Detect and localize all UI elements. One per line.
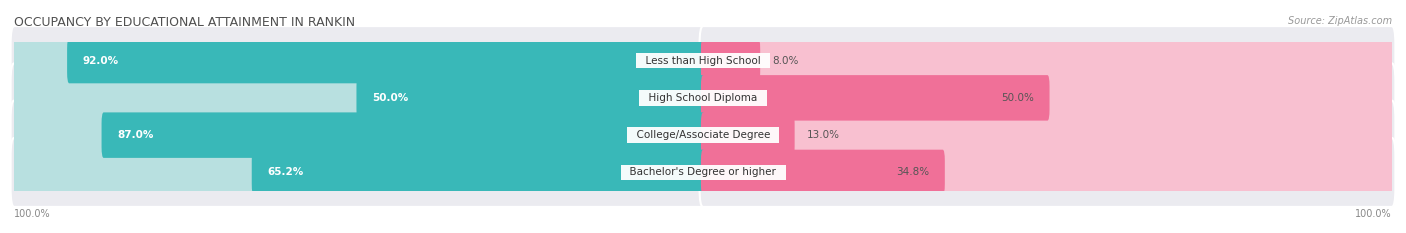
FancyBboxPatch shape	[13, 38, 704, 83]
Text: 13.0%: 13.0%	[807, 130, 839, 140]
FancyBboxPatch shape	[13, 150, 704, 195]
FancyBboxPatch shape	[700, 138, 1395, 207]
Text: 87.0%: 87.0%	[117, 130, 153, 140]
FancyBboxPatch shape	[11, 101, 706, 170]
FancyBboxPatch shape	[702, 75, 1049, 121]
Text: 100.0%: 100.0%	[1355, 209, 1392, 219]
Text: 92.0%: 92.0%	[83, 56, 120, 65]
FancyBboxPatch shape	[702, 75, 1393, 121]
FancyBboxPatch shape	[700, 63, 1395, 132]
FancyBboxPatch shape	[67, 38, 704, 83]
FancyBboxPatch shape	[702, 112, 794, 158]
Text: OCCUPANCY BY EDUCATIONAL ATTAINMENT IN RANKIN: OCCUPANCY BY EDUCATIONAL ATTAINMENT IN R…	[14, 16, 356, 29]
Text: 50.0%: 50.0%	[373, 93, 409, 103]
FancyBboxPatch shape	[700, 101, 1395, 170]
FancyBboxPatch shape	[252, 150, 704, 195]
FancyBboxPatch shape	[11, 138, 706, 207]
FancyBboxPatch shape	[700, 26, 1395, 95]
Text: 50.0%: 50.0%	[1001, 93, 1033, 103]
Text: Less than High School: Less than High School	[638, 56, 768, 65]
FancyBboxPatch shape	[357, 75, 704, 121]
FancyBboxPatch shape	[702, 38, 761, 83]
FancyBboxPatch shape	[702, 150, 945, 195]
FancyBboxPatch shape	[11, 63, 706, 132]
FancyBboxPatch shape	[702, 38, 1393, 83]
Text: 8.0%: 8.0%	[772, 56, 799, 65]
Text: Bachelor's Degree or higher: Bachelor's Degree or higher	[623, 168, 783, 177]
Text: High School Diploma: High School Diploma	[643, 93, 763, 103]
Text: Source: ZipAtlas.com: Source: ZipAtlas.com	[1288, 16, 1392, 26]
FancyBboxPatch shape	[702, 112, 1393, 158]
Text: 65.2%: 65.2%	[267, 168, 304, 177]
Text: College/Associate Degree: College/Associate Degree	[630, 130, 776, 140]
FancyBboxPatch shape	[702, 150, 1393, 195]
FancyBboxPatch shape	[11, 26, 706, 95]
Text: 34.8%: 34.8%	[896, 168, 929, 177]
FancyBboxPatch shape	[13, 112, 704, 158]
FancyBboxPatch shape	[101, 112, 704, 158]
Text: 100.0%: 100.0%	[14, 209, 51, 219]
FancyBboxPatch shape	[13, 75, 704, 121]
